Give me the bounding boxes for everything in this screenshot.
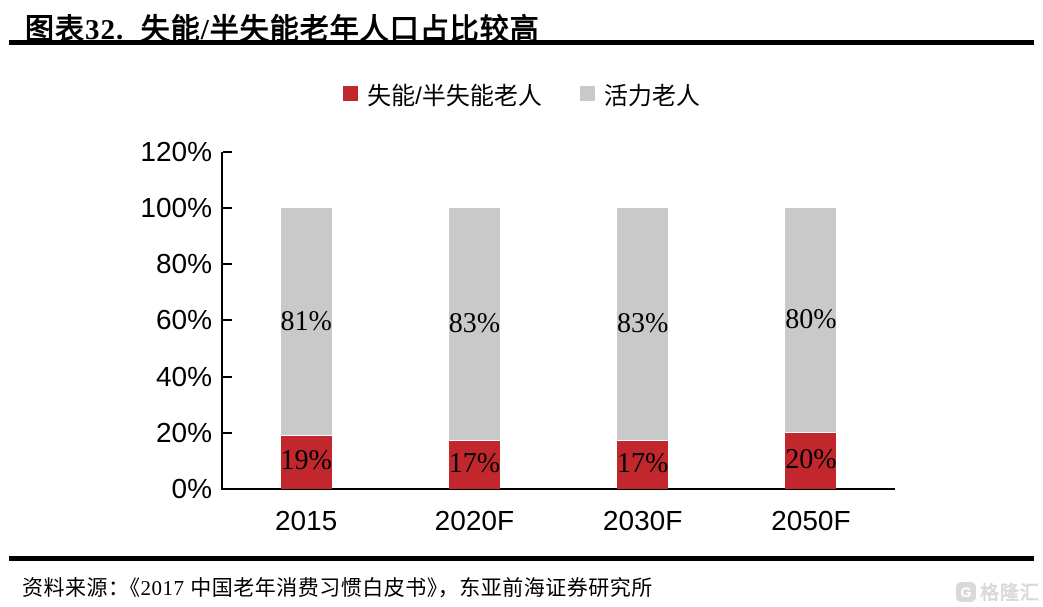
bar-segment-active xyxy=(617,207,669,442)
y-axis-tick-label: 80% xyxy=(155,248,212,279)
legend-item: 活力老人 xyxy=(579,76,700,111)
y-axis-tick xyxy=(223,319,232,322)
bar-segment-disabled xyxy=(280,435,332,489)
gelonghui-logo-icon: G xyxy=(956,581,976,602)
legend-item: 失能/半失能老人 xyxy=(343,76,542,111)
chart-legend: 失能/半失能老人 活力老人 xyxy=(0,76,1043,111)
bar-value-label-gray: 83% xyxy=(448,308,501,340)
bar-segment-disabled xyxy=(448,441,500,489)
title-divider-rule xyxy=(9,40,1034,45)
legend-label: 失能/半失能老人 xyxy=(367,83,542,110)
legend-label: 活力老人 xyxy=(603,83,700,110)
y-axis-tick-label: 100% xyxy=(140,191,212,223)
bar-segment-active xyxy=(280,207,332,436)
bar-value-label-red: 17% xyxy=(448,448,501,480)
x-axis-category-label: 2015 xyxy=(274,505,338,536)
y-axis-tick xyxy=(223,431,232,434)
y-axis-tick xyxy=(223,206,232,209)
x-axis-category-label: 2020F xyxy=(434,505,515,536)
bar-value-label-red: 19% xyxy=(280,445,332,477)
bar-value-label-red: 20% xyxy=(785,443,837,475)
bar-value-label-red: 17% xyxy=(616,448,669,480)
x-axis-category-label: 2030F xyxy=(602,505,683,536)
bar-segment-active xyxy=(785,207,837,433)
y-axis-tick-label: 60% xyxy=(155,304,212,336)
y-axis-line xyxy=(221,151,223,489)
bar-segment-active xyxy=(448,207,500,442)
footer-divider-rule xyxy=(9,556,1034,561)
y-axis-tick-label: 20% xyxy=(155,416,212,448)
y-axis-tick xyxy=(223,263,232,265)
bar-value-label-gray: 80% xyxy=(785,304,837,336)
y-axis-tick-label: 0% xyxy=(171,473,212,504)
bar-value-label-gray: 81% xyxy=(280,305,332,337)
watermark: G 格隆汇 xyxy=(956,578,1040,605)
source-note: 资料来源：《2017 中国老年消费习惯白皮书》，东亚前海证券研究所 xyxy=(22,576,653,600)
bar-segment-disabled xyxy=(617,441,669,489)
legend-swatch-icon xyxy=(579,86,595,101)
x-axis-line xyxy=(221,488,895,490)
x-axis-category-label: 2050F xyxy=(771,505,851,536)
bar-segment-disabled xyxy=(785,432,837,489)
legend-swatch-icon xyxy=(343,86,359,101)
bar-value-label-gray: 83% xyxy=(616,308,669,340)
y-axis-tick-label: 40% xyxy=(155,360,212,392)
watermark-label: 格隆汇 xyxy=(980,583,1041,604)
y-axis-tick xyxy=(223,375,232,378)
y-axis-tick-label: 120% xyxy=(140,135,212,167)
y-axis-tick xyxy=(223,150,232,153)
